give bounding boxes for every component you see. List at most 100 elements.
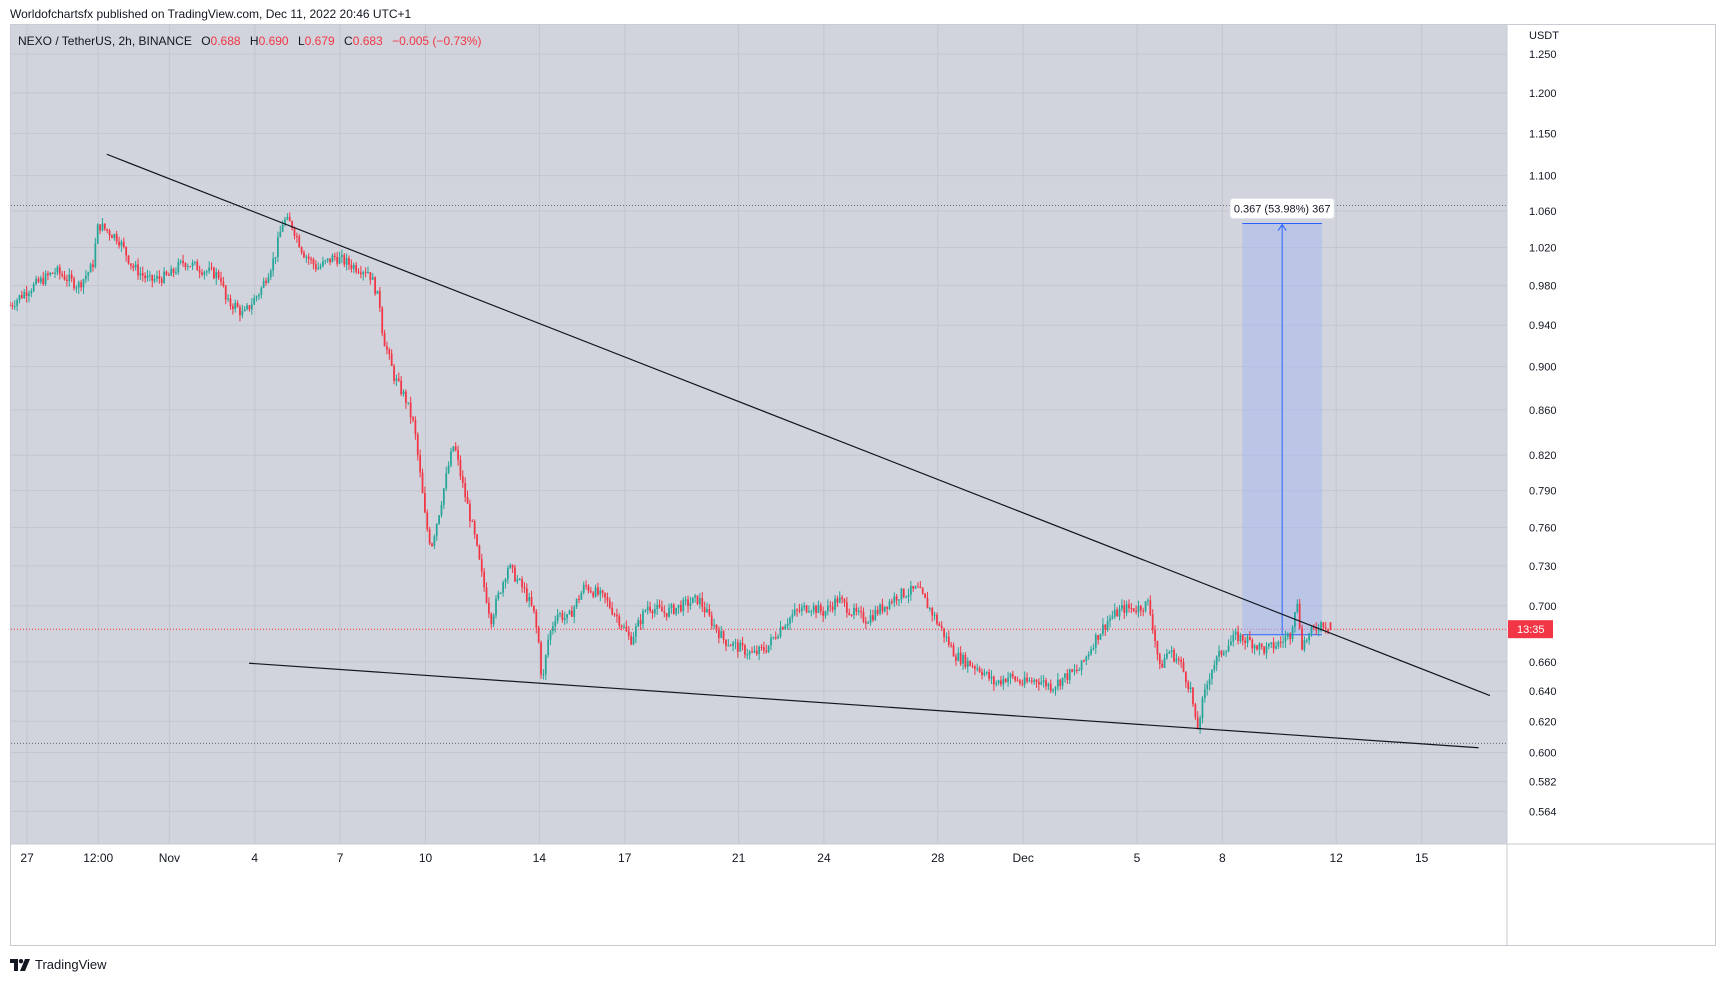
candle-body [77,282,80,288]
candle-body [1270,642,1273,644]
candle-body [492,615,495,625]
candle-body [331,255,334,263]
price-chart[interactable]: 0.367 (53.98%) 367 1.2501.2001.1501.1001… [10,24,1716,946]
candle-body [184,263,187,268]
candle-body [20,295,23,298]
candle-body [476,534,478,546]
candle-body [931,607,934,616]
measure-label-box [1229,198,1335,220]
candle-body [990,676,993,679]
candle-body [888,601,891,609]
time-axis[interactable]: 27 12:00 Nov 4 7 10 14 17 21 24 28 Dec 5 8 12 15 [20,851,1428,865]
candle-body [893,596,896,603]
candle-body [549,630,552,640]
candle-body [765,650,768,653]
candle-body [1324,627,1327,629]
candle-body [13,305,16,307]
candle-body [1120,605,1123,609]
candle-body [1016,680,1019,682]
candle-body [838,597,841,603]
price-tick-label: 0.940 [1529,320,1557,332]
candle-body [781,627,784,630]
candle-body [940,625,943,629]
candle-body [485,587,488,603]
legend-close: 0.683 [352,34,383,48]
time-tick-label: 8 [1219,851,1226,865]
candle-body [694,595,697,598]
candle-body [277,237,279,257]
candle-body [1291,627,1294,640]
candle-body [286,217,289,220]
candle-body [862,611,865,622]
candle-body [656,604,659,609]
candle-body [201,272,203,275]
candle-body [1033,679,1036,682]
candle-body [191,262,194,267]
candle-body [710,615,713,626]
candle-body [855,607,858,612]
candle-body [597,587,599,595]
candle-body [1303,640,1306,650]
candle-body [715,624,718,631]
legend-open: 0.688 [210,34,241,48]
candle-body [1158,654,1161,664]
candle-body [537,627,540,643]
candle-body [433,536,436,546]
trendlines[interactable] [106,153,1491,749]
candle-body [352,265,355,269]
candle-body [644,610,647,612]
candle-body [376,290,379,294]
candle-body [1023,677,1026,685]
candle-body [39,277,42,283]
candle-body [274,256,277,259]
candle-body [1139,605,1142,611]
candle-body [89,264,92,273]
candle-body [850,614,853,616]
candle-body [248,305,251,310]
price-range-measure[interactable]: 0.367 (53.98%) 367 [1229,198,1335,636]
candle-body [397,378,400,381]
candle-body [800,607,803,612]
lower-support-trendline [249,662,1479,749]
legend: NEXO / TetherUS, 2h, BINANCE O0.688 H0.6… [18,34,481,48]
candle-body [1019,680,1021,684]
candle-body [623,626,625,628]
candle-body [37,278,40,283]
candle-body [639,620,642,625]
candle-body [362,272,365,275]
candle-body [1315,627,1318,631]
candle-body [886,606,889,609]
candle-body [75,287,78,289]
candle-body [786,623,789,627]
candle-body [933,614,936,616]
candle-body [319,266,322,269]
price-tick-label: 0.620 [1529,716,1557,728]
candle-body [1064,673,1066,678]
candle-body [722,631,725,640]
candle-body [867,622,870,624]
candle-body [42,277,45,285]
candle-body [1118,608,1121,617]
candle-body [741,642,744,646]
candle-body [312,259,315,265]
candle-body [914,586,917,589]
legend-symbol[interactable]: NEXO / TetherUS, 2h, BINANCE [18,34,192,48]
candle-body [891,601,893,603]
candle-body [1313,626,1315,628]
candle-body [305,256,308,258]
candle-body [369,272,372,280]
candle-body [682,599,685,612]
candle-body [357,271,360,273]
candle-body [1021,683,1024,685]
candle-body [547,639,550,656]
candle-body [1061,677,1064,686]
candle-body [696,595,699,605]
candle-body [841,597,844,600]
candle-body [962,654,964,664]
time-tick-label: 14 [533,851,547,865]
price-axis[interactable]: 1.250 1.200 1.150 1.100 1.060 1.020 0.980 0.940… [1508,30,1559,818]
candle-body [703,607,706,613]
candle-body [198,270,201,273]
candle-body [556,614,559,621]
tradingview-brand[interactable]: TradingView [10,957,107,972]
